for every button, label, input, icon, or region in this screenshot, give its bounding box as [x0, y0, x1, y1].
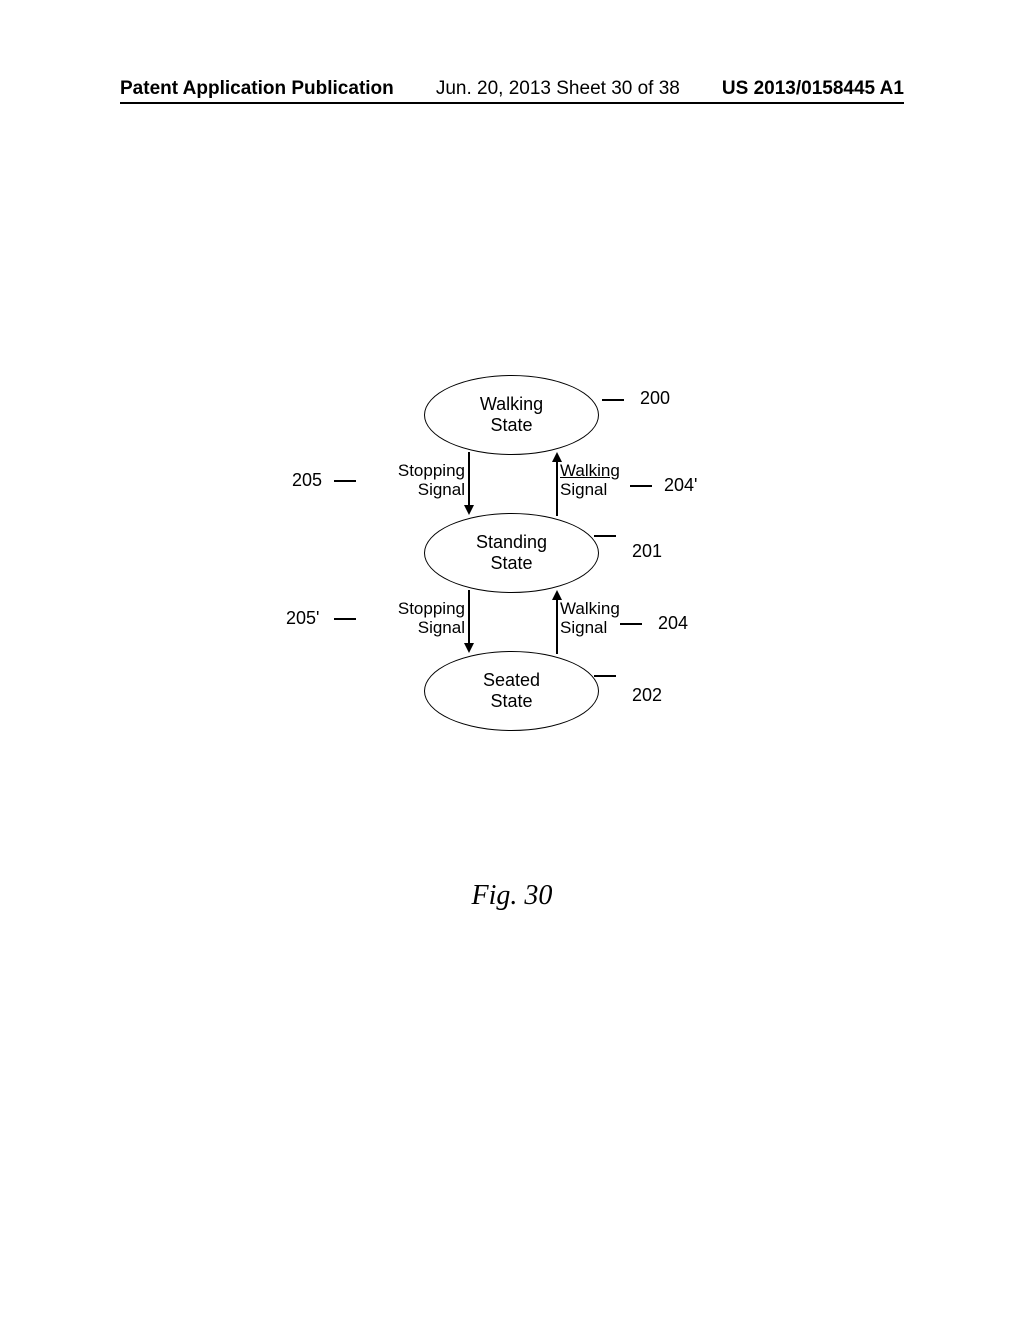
state-standing-line2: State [425, 553, 598, 574]
header-center: Jun. 20, 2013 Sheet 30 of 38 [436, 78, 680, 100]
ref-205: 205 [292, 470, 322, 491]
arrow-stop-top [468, 452, 470, 507]
state-diagram: Walking State 200 Standing State 201 Sea… [0, 355, 1024, 785]
signal-204-l2: Signal [560, 619, 620, 638]
signal-204-l1: Walking [560, 600, 620, 619]
arrowhead-stop-bot [464, 643, 474, 653]
ref-202: 202 [632, 685, 662, 706]
arrowhead-stop-top [464, 505, 474, 515]
header-rule [120, 102, 904, 104]
arrow-walk-bot [556, 599, 558, 654]
state-walking-line1: Walking [425, 394, 598, 415]
signal-205-l2: Signal [395, 481, 465, 500]
ref-201: 201 [632, 541, 662, 562]
signal-204p-l1: Walking [560, 462, 620, 481]
state-seated: Seated State [424, 651, 599, 731]
figure-caption: Fig. 30 [0, 880, 1024, 912]
arrow-stop-bot [468, 590, 470, 645]
state-standing-line1: Standing [425, 532, 598, 553]
state-walking: Walking State [424, 375, 599, 455]
signal-204: Walking Signal [560, 600, 620, 637]
page-header: Patent Application Publication Jun. 20, … [0, 78, 1024, 100]
ref-tick-200 [602, 399, 624, 401]
signal-205p: Stopping Signal [395, 600, 465, 637]
signal-205p-l2: Signal [395, 619, 465, 638]
ref-tick-201 [594, 535, 616, 537]
ref-205p: 205' [286, 608, 319, 629]
ref-200: 200 [640, 388, 670, 409]
ref-204: 204 [658, 613, 688, 634]
header-right: US 2013/0158445 A1 [722, 78, 904, 100]
state-walking-line2: State [425, 415, 598, 436]
header-left: Patent Application Publication [120, 78, 394, 100]
ref-tick-205p [334, 618, 356, 620]
signal-205-l1: Stopping [395, 462, 465, 481]
signal-204p-l2: Signal [560, 481, 620, 500]
ref-204p: 204' [664, 475, 697, 496]
signal-205: Stopping Signal [395, 462, 465, 499]
signal-205p-l1: Stopping [395, 600, 465, 619]
ref-tick-204 [620, 623, 642, 625]
signal-204p: Walking Signal [560, 462, 620, 499]
header-row: Patent Application Publication Jun. 20, … [120, 78, 904, 100]
state-seated-line2: State [425, 691, 598, 712]
state-standing: Standing State [424, 513, 599, 593]
page: Patent Application Publication Jun. 20, … [0, 0, 1024, 1320]
ref-tick-202 [594, 675, 616, 677]
arrow-walk-top [556, 461, 558, 516]
state-seated-line1: Seated [425, 670, 598, 691]
ref-tick-205 [334, 480, 356, 482]
ref-tick-204p [630, 485, 652, 487]
